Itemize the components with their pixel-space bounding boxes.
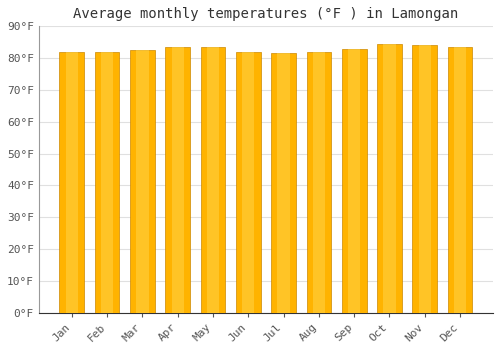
Bar xyxy=(278,53,290,313)
Bar xyxy=(66,52,78,313)
Bar xyxy=(236,52,260,313)
Bar xyxy=(242,52,254,313)
Bar xyxy=(271,53,296,313)
Bar xyxy=(348,49,360,313)
Bar xyxy=(101,52,114,313)
Title: Average monthly temperatures (°F ) in Lamongan: Average monthly temperatures (°F ) in La… xyxy=(74,7,458,21)
Bar xyxy=(166,47,190,313)
Bar xyxy=(207,47,219,313)
Bar xyxy=(136,50,148,313)
Bar xyxy=(342,49,366,313)
Bar xyxy=(312,52,325,313)
Bar xyxy=(172,47,184,313)
Bar xyxy=(384,44,396,313)
Bar xyxy=(60,52,84,313)
Bar xyxy=(306,52,331,313)
Bar xyxy=(377,44,402,313)
Bar xyxy=(454,47,466,313)
Bar xyxy=(200,47,226,313)
Bar xyxy=(130,50,155,313)
Bar xyxy=(412,46,437,313)
Bar xyxy=(418,46,431,313)
Bar xyxy=(94,52,120,313)
Bar xyxy=(448,47,472,313)
